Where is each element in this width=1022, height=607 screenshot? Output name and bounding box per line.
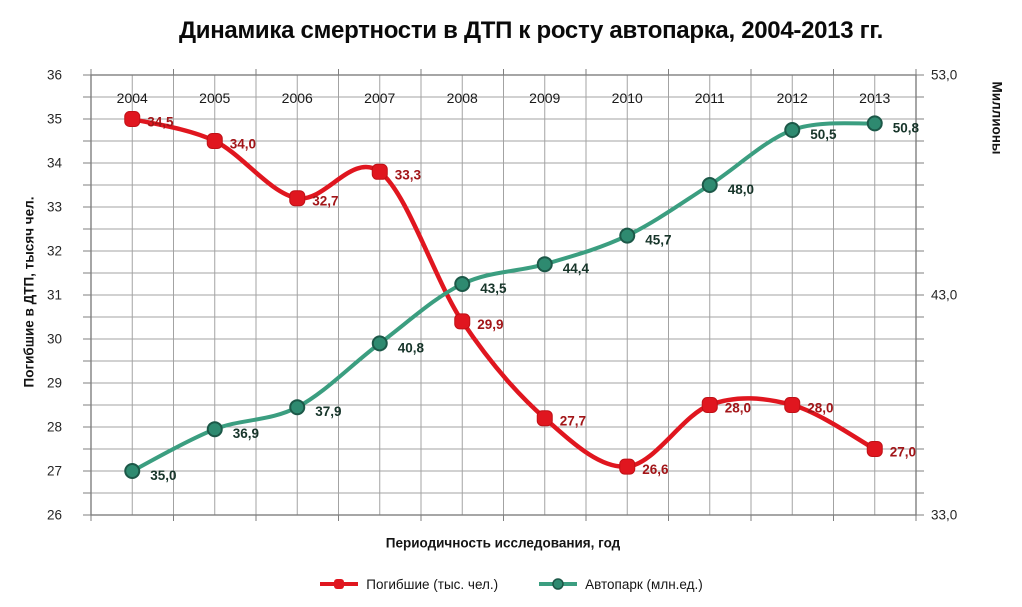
series-deaths: 34,5 34,0 32,7 33,3 29,9 27,7 26,6 28,0 28,0 27,0	[124, 111, 916, 477]
year-labels: 2004 2005 2006 2007 2008 2009 2010 2011 2012 2013	[117, 90, 891, 106]
series-line	[130, 121, 877, 473]
data-point-marker	[536, 256, 553, 273]
data-point-marker	[206, 421, 223, 438]
left-axis-tick-label: 27	[47, 464, 62, 479]
data-label: 27,7	[560, 414, 586, 429]
data-label: 26,6	[642, 462, 669, 477]
data-point-marker	[454, 313, 471, 330]
right-axis-tick-label: 33,0	[931, 508, 957, 523]
year-label: 2011	[695, 90, 725, 106]
data-label: 35,0	[150, 468, 176, 483]
year-label: 2010	[612, 90, 643, 106]
axis-ticks	[83, 69, 924, 521]
data-point-marker	[289, 190, 306, 207]
data-label: 33,3	[395, 167, 422, 182]
year-label: 2013	[859, 90, 890, 106]
data-point-marker	[124, 463, 141, 479]
data-label: 27,0	[890, 445, 916, 460]
data-label: 43,5	[480, 281, 507, 296]
left-axis-tick-label: 32	[47, 244, 62, 259]
data-label: 44,4	[563, 261, 590, 276]
left-axis-tick-label: 30	[47, 332, 62, 347]
data-label: 40,8	[398, 340, 425, 355]
data-label: 28,0	[807, 401, 833, 416]
left-axis-tick-label: 33	[47, 200, 62, 215]
left-axis-tick-label: 26	[47, 508, 62, 523]
data-label: 32,7	[312, 194, 338, 209]
right-axis-tick-label: 43,0	[931, 288, 957, 303]
data-point-marker	[206, 133, 223, 149]
deaths-line-swatch	[320, 579, 359, 589]
left-axis-tick-label: 36	[47, 68, 62, 83]
series-line	[130, 116, 877, 469]
left-axis-tick-label: 34	[47, 156, 63, 171]
series-fleet: 35,0 36,9 37,9 40,8 43,5 44,4 45,7 48,0 50,5 50,8	[124, 115, 920, 483]
plot-border	[90, 74, 917, 516]
data-label: 28,0	[725, 401, 751, 416]
data-point-marker	[866, 115, 883, 132]
year-label: 2012	[777, 90, 808, 106]
data-point-marker	[701, 177, 718, 193]
data-point-marker	[371, 163, 388, 180]
data-point-marker	[124, 111, 141, 127]
legend-label-fleet: Автопарк (млн.ед.)	[585, 576, 703, 592]
x-axis-title: Периодичность исследования, год	[385, 535, 621, 551]
right-axis-labels: 53,0 43,0 33,0	[931, 68, 957, 523]
year-label: 2007	[364, 90, 395, 106]
data-point-marker	[701, 397, 718, 413]
data-point-marker	[454, 276, 471, 292]
data-point-marker	[619, 458, 636, 475]
data-point-marker	[371, 335, 388, 352]
data-label: 45,7	[645, 233, 671, 248]
left-axis-tick-label: 28	[47, 420, 62, 435]
data-point-marker	[866, 441, 883, 457]
data-point-marker	[784, 397, 801, 413]
data-label: 50,5	[810, 127, 837, 142]
data-point-marker	[289, 399, 306, 416]
legend: Погибшие (тыс. чел.) Автопарк (млн.ед.)	[0, 576, 1022, 592]
data-label: 34,0	[230, 137, 256, 152]
data-label: 36,9	[233, 426, 259, 441]
year-label: 2004	[117, 90, 148, 106]
fleet-line-swatch	[539, 578, 578, 590]
chart-title: Динамика смертности в ДТП к росту автопа…	[178, 17, 884, 44]
legend-item-fleet: Автопарк (млн.ед.)	[538, 576, 703, 592]
left-axis-tick-label: 29	[47, 376, 62, 391]
legend-label-deaths: Погибшие (тыс. чел.)	[366, 576, 499, 592]
data-point-marker	[784, 122, 801, 138]
data-point-marker	[619, 227, 636, 244]
left-axis-tick-label: 31	[47, 288, 62, 303]
data-point-marker	[536, 410, 553, 427]
year-label: 2006	[282, 90, 313, 106]
year-label: 2005	[199, 90, 230, 106]
data-label: 29,9	[477, 317, 503, 332]
data-label: 34,5	[147, 115, 174, 130]
year-label: 2009	[529, 90, 560, 106]
left-axis-tick-label: 35	[47, 112, 62, 127]
left-axis-labels: 36 35 34 33 32 31 30 29 28 27 26	[47, 68, 63, 523]
year-label: 2008	[447, 90, 478, 106]
legend-item-deaths: Погибшие (тыс. чел.)	[319, 576, 498, 592]
data-label: 50,8	[893, 120, 920, 135]
right-axis-tick-label: 53,0	[931, 68, 957, 83]
data-label: 37,9	[315, 404, 341, 419]
data-label: 48,0	[728, 182, 754, 197]
